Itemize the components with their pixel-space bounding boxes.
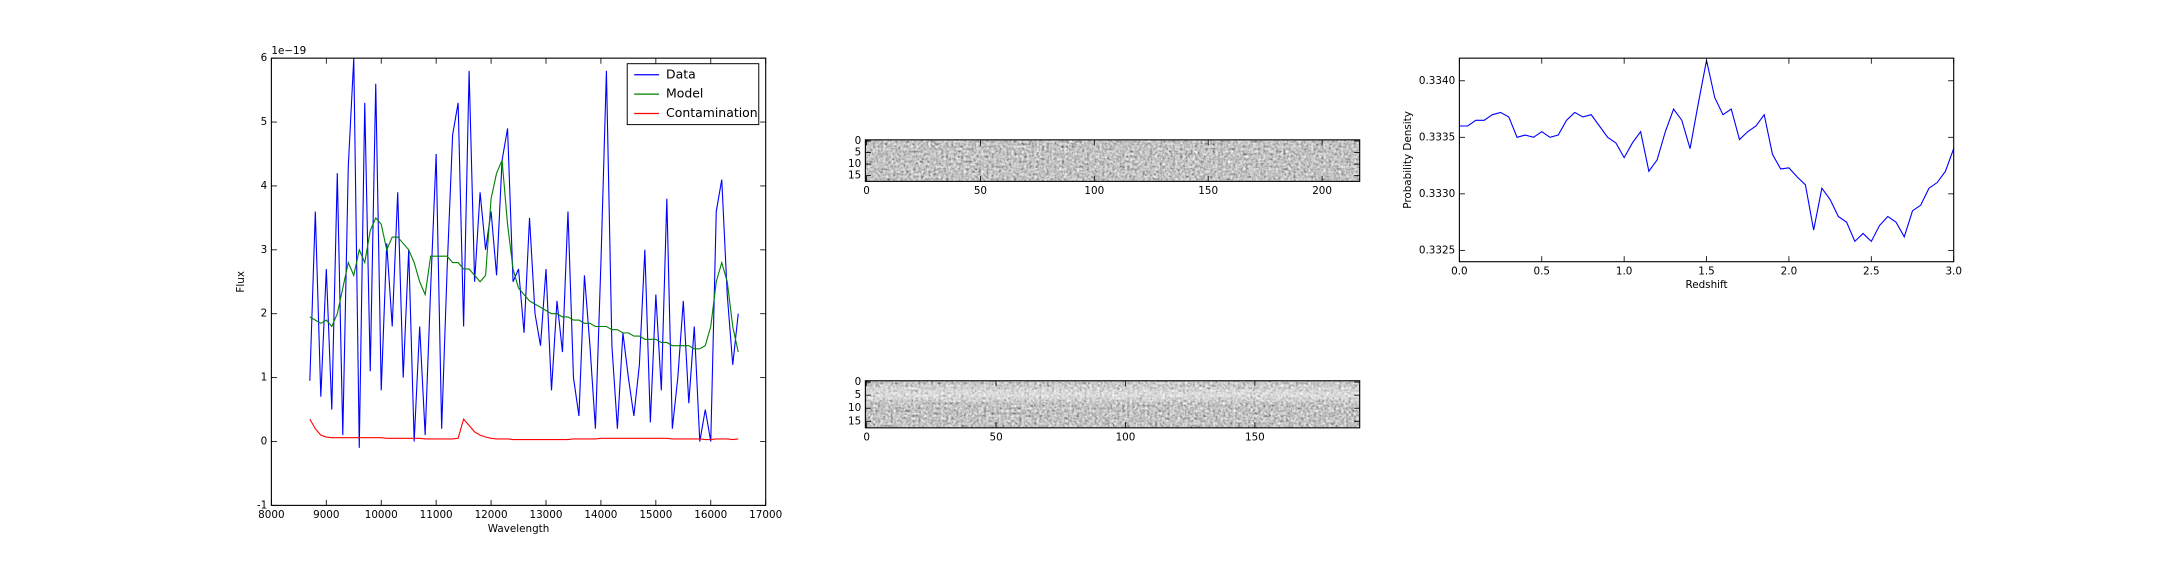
- y-offset-label: 1e−19: [271, 45, 306, 57]
- y-axis-label: Flux: [235, 271, 247, 293]
- x-tick-label: 14000: [584, 509, 617, 521]
- y-tick-label: 5: [855, 389, 862, 401]
- series-line: [309, 417, 739, 441]
- panel: 0.0 0.5 1.0 1.5 2.0 2.5 3.0 0.3325 0.3330 0.3335 0…: [1402, 57, 1962, 291]
- legend-label: Model: [666, 86, 703, 101]
- y-tick-label: 0.3340: [1419, 75, 1455, 87]
- x-tick-label: 100: [1116, 432, 1136, 444]
- x-tick-label: 0: [863, 185, 870, 197]
- y-tick-label: -1: [257, 499, 267, 511]
- axes-frame: [270, 57, 767, 506]
- y-tick-label: 15: [848, 415, 861, 427]
- legend-label: Data: [666, 66, 696, 81]
- x-tick-label: 11000: [420, 509, 453, 521]
- x-axis-label: Redshift: [1685, 279, 1727, 291]
- y-tick-label: 5: [855, 147, 862, 159]
- y-tick-label: 1: [261, 372, 268, 384]
- series-line: [1459, 60, 1954, 243]
- image-texture: [865, 139, 1360, 182]
- y-tick-label: 0.3335: [1419, 131, 1455, 143]
- x-tick-label: 8000: [258, 509, 284, 521]
- y-tick-label: 3: [261, 244, 268, 256]
- y-tick-label: 0.3330: [1419, 188, 1455, 200]
- series-line: [309, 160, 739, 353]
- legend-box: [626, 63, 760, 126]
- y-tick-label: 0: [855, 135, 862, 147]
- x-tick-label: 100: [1084, 185, 1104, 197]
- x-tick-label: 50: [989, 432, 1002, 444]
- x-tick-label: 3.0: [1945, 265, 1962, 277]
- x-tick-label: 50: [974, 185, 987, 197]
- x-tick-label: 2.5: [1863, 265, 1880, 277]
- axes-frame: [1458, 57, 1955, 263]
- x-tick-label: 1.0: [1616, 265, 1633, 277]
- y-tick-label: 4: [261, 180, 268, 192]
- panel: 8000 9000 10000 11000 12000 13000 14000 15000 16…: [235, 45, 782, 535]
- x-tick-label: 150: [1245, 432, 1265, 444]
- x-tick-label: 0.0: [1451, 265, 1468, 277]
- x-tick-label: 0: [863, 432, 870, 444]
- y-tick-label: 5: [261, 116, 268, 128]
- x-tick-label: 17000: [749, 509, 782, 521]
- y-tick-label: 10: [848, 402, 861, 414]
- y-tick-label: 15: [848, 170, 861, 182]
- y-tick-label: 6: [261, 52, 268, 64]
- x-tick-label: 0.5: [1534, 265, 1551, 277]
- x-tick-label: 150: [1198, 185, 1218, 197]
- legend-label: Contamination: [666, 105, 758, 120]
- x-axis-label: Wavelength: [488, 523, 550, 535]
- x-tick-label: 9000: [313, 509, 339, 521]
- y-tick-label: 0: [855, 376, 862, 388]
- x-tick-label: 15000: [639, 509, 672, 521]
- x-tick-label: 10000: [365, 509, 398, 521]
- x-tick-label: 16000: [694, 509, 727, 521]
- x-tick-label: 200: [1312, 185, 1332, 197]
- y-tick-label: 0.3325: [1419, 244, 1455, 256]
- y-axis-label: Probability Density: [1402, 111, 1414, 209]
- x-tick-label: 13000: [529, 509, 562, 521]
- y-tick-label: 10: [848, 158, 861, 170]
- image-band: [865, 380, 1360, 428]
- axes-frame: [864, 380, 1361, 429]
- x-tick-label: 2.0: [1781, 265, 1798, 277]
- y-tick-label: 2: [261, 308, 268, 320]
- x-tick-label: 12000: [475, 509, 508, 521]
- axes-frame: [864, 139, 1361, 182]
- series-line: [309, 58, 739, 448]
- x-tick-label: 1.5: [1698, 265, 1714, 277]
- y-tick-label: 0: [261, 435, 268, 447]
